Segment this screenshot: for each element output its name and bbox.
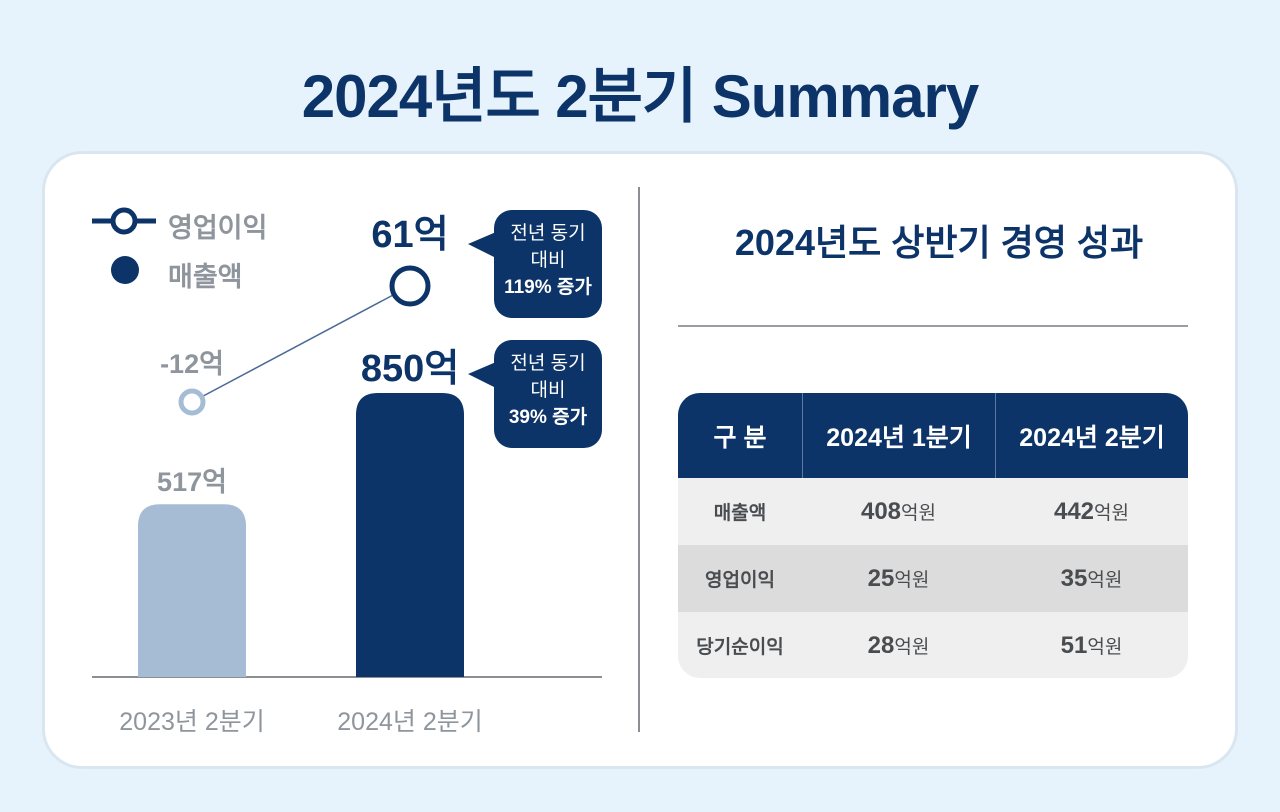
unit: 억원 xyxy=(894,636,930,658)
table-row: 매출액 408억원 442억원 xyxy=(678,478,1188,545)
cell-q1: 25억원 xyxy=(802,565,995,593)
row-label: 당기순이익 xyxy=(696,637,784,658)
line-label-2023: -12억 xyxy=(160,349,224,379)
cell-q1: 28억원 xyxy=(802,632,995,660)
callout-operating-profit: 전년 동기 대비 119% 증가 xyxy=(468,210,602,318)
divider xyxy=(638,187,640,732)
chart-area xyxy=(92,265,602,678)
header-category: 구 분 xyxy=(713,423,767,452)
table-header: 구 분 2024년 1분기 2024년 2분기 xyxy=(678,393,1188,478)
cell-q1: 408억원 xyxy=(802,498,995,526)
callout-line: 대비 xyxy=(530,380,566,401)
page-title: 2024년도 2분기 Summary xyxy=(301,63,979,130)
line-circle-legend-icon xyxy=(92,207,156,235)
header-q2: 2024년 2분기 xyxy=(995,393,1188,478)
cell-q2: 51억원 xyxy=(995,632,1188,660)
line-label-2024: 61억 xyxy=(371,214,449,256)
value: 35 xyxy=(1060,564,1088,592)
callout-percent: 39% 증가 xyxy=(508,407,588,428)
legend-revenue: 매출액 xyxy=(168,262,243,292)
value: 25 xyxy=(867,564,895,592)
row-label: 영업이익 xyxy=(705,570,775,591)
callout-line: 대비 xyxy=(530,250,566,271)
bar-label-2024: 850억 xyxy=(360,348,460,390)
legend-operating-profit: 영업이익 xyxy=(168,213,268,243)
callout-line: 전년 동기 xyxy=(510,353,586,374)
operating-profit-line xyxy=(191,285,411,403)
performance-table: 구 분 2024년 1분기 2024년 2분기 매출액 408억원 442억원 영… xyxy=(678,393,1188,678)
operating-profit-point xyxy=(389,265,431,307)
callout-line: 전년 동기 xyxy=(510,223,586,244)
section-title: 2024년도 상반기 경영 성과 xyxy=(734,222,1144,263)
unit: 억원 xyxy=(1087,636,1123,658)
x-tick-2024: 2024년 2분기 xyxy=(337,708,483,736)
operating-profit-point xyxy=(178,388,206,416)
callout-revenue: 전년 동기 대비 39% 증가 xyxy=(468,340,602,448)
revenue-bar xyxy=(356,393,464,677)
unit: 억원 xyxy=(1094,502,1129,524)
value: 408 xyxy=(860,497,902,525)
row-label: 매출액 xyxy=(713,503,767,524)
table-row: 당기순이익 28억원 51억원 xyxy=(678,612,1188,678)
value: 51 xyxy=(1060,631,1088,659)
value: 442 xyxy=(1053,497,1095,525)
legend-markers xyxy=(92,207,156,284)
cell-q2: 35억원 xyxy=(995,565,1188,593)
unit: 억원 xyxy=(894,569,930,591)
x-tick-2023: 2023년 2분기 xyxy=(119,708,265,736)
dot-legend-icon xyxy=(111,256,139,284)
header-q1: 2024년 1분기 xyxy=(802,393,995,478)
bar-label-2023: 517억 xyxy=(157,467,227,498)
title-rule xyxy=(678,325,1188,327)
unit: 억원 xyxy=(901,502,936,524)
value: 28 xyxy=(867,631,895,659)
table-row: 영업이익 25억원 35억원 xyxy=(678,545,1188,612)
unit: 억원 xyxy=(1087,569,1123,591)
revenue-bar xyxy=(138,504,246,677)
callout-percent: 119% 증가 xyxy=(504,277,592,298)
cell-q2: 442억원 xyxy=(995,498,1188,526)
